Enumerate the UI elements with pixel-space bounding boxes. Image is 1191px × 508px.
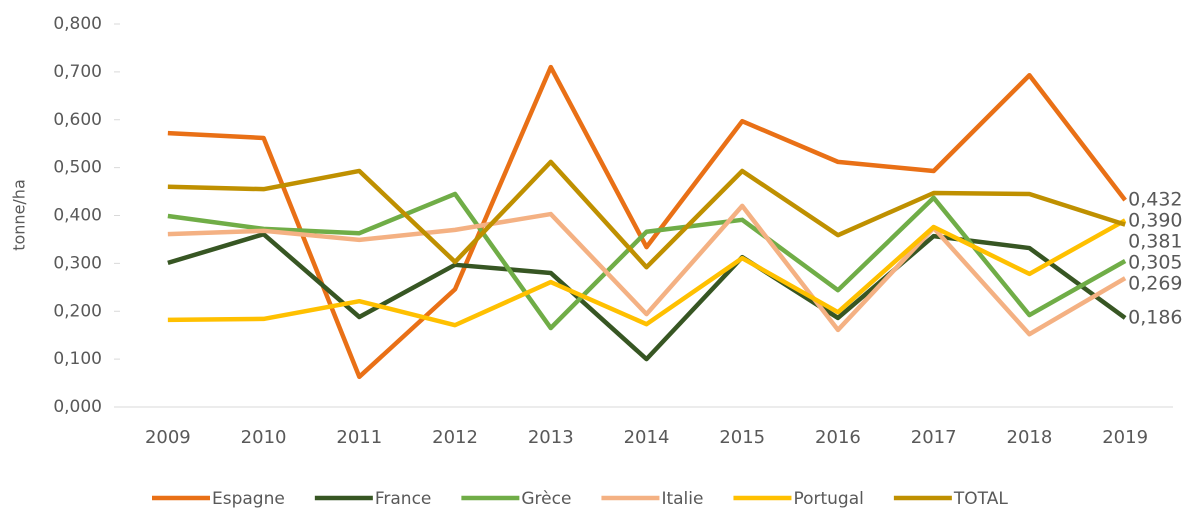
y-tick-label: 0,500	[53, 158, 102, 178]
x-tick-label: 2014	[624, 427, 670, 448]
y-tick-label: 0,100	[53, 349, 102, 369]
legend-label: TOTAL	[953, 489, 1008, 508]
data-label: 0,432	[1128, 189, 1182, 211]
x-tick-label: 2017	[911, 427, 957, 448]
data-label: 0,390	[1128, 210, 1182, 232]
data-label: 0,186	[1128, 306, 1182, 328]
x-tick-label: 2012	[432, 427, 478, 448]
legend-label: France	[375, 489, 432, 508]
y-tick-label: 0,600	[53, 110, 102, 130]
y-tick-label: 0,400	[53, 206, 102, 226]
legend-label: Italie	[661, 489, 703, 508]
y-tick-label: 0,700	[53, 62, 102, 82]
y-tick-label: 0,000	[53, 397, 102, 417]
data-label: 0,269	[1128, 273, 1182, 295]
series-line	[167, 203, 1127, 337]
x-tick-label: 2013	[528, 427, 574, 448]
series-line	[167, 218, 1127, 328]
series-line	[167, 191, 1127, 331]
series-line	[167, 64, 1127, 380]
y-tick-label: 0,800	[53, 14, 102, 34]
y-tick-label: 0,300	[53, 253, 102, 273]
y-axis-label: tonne/ha	[10, 179, 29, 251]
legend-label: Portugal	[793, 489, 863, 508]
legend-label: Grèce	[521, 489, 571, 508]
legend-label: Espagne	[212, 489, 285, 508]
x-tick-label: 2010	[241, 427, 287, 448]
data-label: 0,305	[1128, 252, 1182, 274]
y-tick-label: 0,200	[53, 301, 102, 321]
x-tick-label: 2015	[719, 427, 765, 448]
x-tick-label: 2011	[336, 427, 382, 448]
x-tick-label: 2009	[145, 427, 191, 448]
data-label: 0,381	[1128, 231, 1182, 253]
x-tick-label: 2016	[815, 427, 861, 448]
x-tick-label: 2018	[1007, 427, 1053, 448]
series-line	[167, 159, 1126, 270]
x-tick-label: 2019	[1102, 427, 1148, 448]
